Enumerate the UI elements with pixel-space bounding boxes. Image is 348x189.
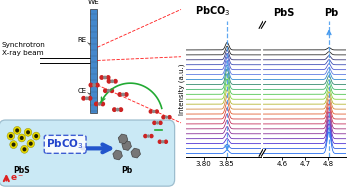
Circle shape xyxy=(101,101,105,106)
Circle shape xyxy=(32,132,40,140)
Circle shape xyxy=(116,108,119,112)
Text: e$^-$: e$^-$ xyxy=(10,174,25,183)
Text: PbS: PbS xyxy=(274,8,295,18)
Bar xyxy=(90,9,97,113)
Circle shape xyxy=(29,142,33,146)
Circle shape xyxy=(21,145,28,153)
Circle shape xyxy=(34,134,38,138)
Circle shape xyxy=(107,89,110,93)
Circle shape xyxy=(112,107,117,112)
Text: Synchrotron
X-ray beam: Synchrotron X-ray beam xyxy=(2,42,46,56)
Circle shape xyxy=(103,88,108,93)
Circle shape xyxy=(10,141,17,149)
Circle shape xyxy=(9,134,13,138)
Circle shape xyxy=(24,128,32,136)
Circle shape xyxy=(20,136,24,140)
Y-axis label: Intensity (a.u.): Intensity (a.u.) xyxy=(178,63,185,115)
Circle shape xyxy=(158,121,163,125)
Text: Pb: Pb xyxy=(324,8,339,18)
Circle shape xyxy=(106,75,111,80)
Circle shape xyxy=(85,96,89,100)
Circle shape xyxy=(124,92,129,97)
Circle shape xyxy=(155,109,159,114)
Text: PbCO$_3$: PbCO$_3$ xyxy=(46,137,84,151)
Circle shape xyxy=(103,76,107,79)
Circle shape xyxy=(147,134,150,138)
Text: Pb: Pb xyxy=(121,166,132,175)
Circle shape xyxy=(88,96,93,101)
Circle shape xyxy=(156,121,159,125)
Text: CE: CE xyxy=(78,88,87,94)
Circle shape xyxy=(149,109,153,114)
Circle shape xyxy=(27,140,34,148)
Circle shape xyxy=(15,128,19,132)
Text: PbS: PbS xyxy=(14,166,30,175)
Circle shape xyxy=(152,121,157,125)
Circle shape xyxy=(11,143,16,147)
Circle shape xyxy=(22,147,26,151)
Text: WE: WE xyxy=(88,0,100,5)
Circle shape xyxy=(143,134,148,138)
FancyBboxPatch shape xyxy=(0,120,175,186)
Circle shape xyxy=(119,107,123,112)
Circle shape xyxy=(165,115,168,119)
Circle shape xyxy=(95,83,100,88)
Circle shape xyxy=(94,101,98,106)
Circle shape xyxy=(152,110,156,113)
Circle shape xyxy=(113,79,118,84)
Circle shape xyxy=(167,115,172,119)
Circle shape xyxy=(7,132,15,140)
Circle shape xyxy=(149,134,153,138)
Text: RE: RE xyxy=(78,37,87,43)
Circle shape xyxy=(110,88,114,93)
Circle shape xyxy=(161,115,166,119)
Circle shape xyxy=(121,93,125,96)
Circle shape xyxy=(106,79,111,84)
Circle shape xyxy=(26,130,30,134)
Circle shape xyxy=(81,96,86,101)
Circle shape xyxy=(18,134,25,142)
Circle shape xyxy=(164,139,168,144)
Circle shape xyxy=(88,83,93,88)
Circle shape xyxy=(110,79,114,83)
Circle shape xyxy=(161,140,165,143)
Circle shape xyxy=(98,102,101,106)
Circle shape xyxy=(13,126,21,134)
Circle shape xyxy=(99,75,104,80)
Circle shape xyxy=(92,83,96,87)
Circle shape xyxy=(158,139,162,144)
Text: PbCO$_3$: PbCO$_3$ xyxy=(195,4,230,18)
Circle shape xyxy=(117,92,122,97)
